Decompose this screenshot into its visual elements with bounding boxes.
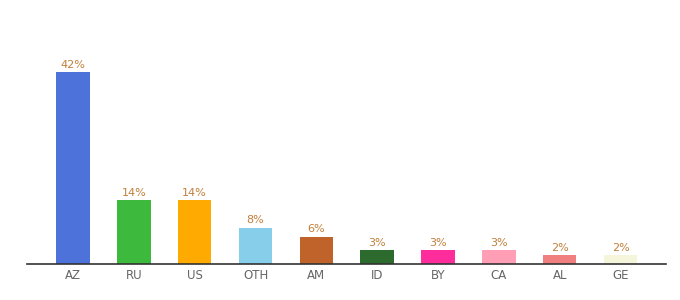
Text: 8%: 8% bbox=[247, 215, 265, 225]
Bar bbox=[239, 227, 272, 264]
Bar bbox=[117, 200, 150, 264]
Text: 42%: 42% bbox=[61, 60, 86, 70]
Text: 14%: 14% bbox=[122, 188, 146, 198]
Bar bbox=[300, 237, 333, 264]
Text: 3%: 3% bbox=[369, 238, 386, 248]
Text: 2%: 2% bbox=[551, 243, 568, 253]
Bar bbox=[178, 200, 211, 264]
Bar bbox=[56, 73, 90, 264]
Text: 6%: 6% bbox=[307, 224, 325, 234]
Text: 3%: 3% bbox=[490, 238, 508, 248]
Bar bbox=[422, 250, 455, 264]
Text: 14%: 14% bbox=[182, 188, 207, 198]
Text: 2%: 2% bbox=[612, 243, 630, 253]
Bar bbox=[482, 250, 515, 264]
Bar bbox=[360, 250, 394, 264]
Text: 3%: 3% bbox=[429, 238, 447, 248]
Bar bbox=[604, 255, 637, 264]
Bar bbox=[543, 255, 577, 264]
